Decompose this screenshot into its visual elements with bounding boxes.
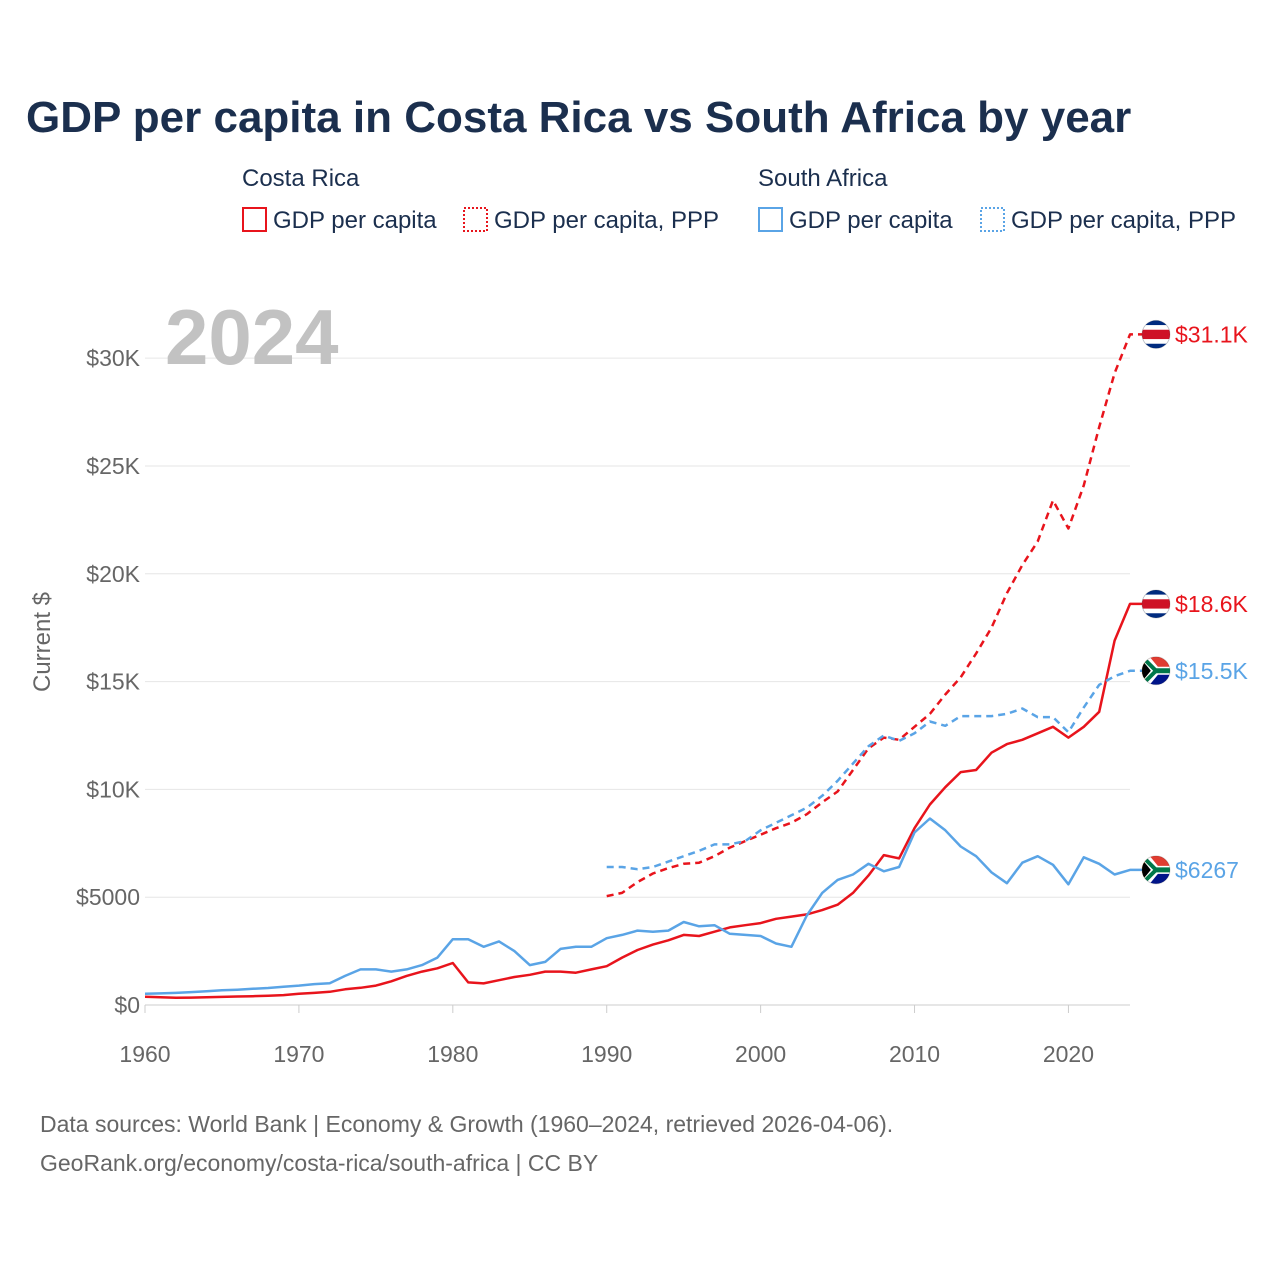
y-axis-label: Current $ [29,592,56,692]
end-label-3: $15.5K [1175,658,1249,684]
legend-item-sa-gdp[interactable]: GDP per capita [789,207,953,234]
series-line-2 [144,817,1142,996]
x-tick-label: 1970 [273,1041,324,1067]
south-africa-flag-icon [1141,656,1171,686]
chart-title: GDP per capita in Costa Rica vs South Af… [26,93,1131,142]
x-tick-label: 2010 [889,1041,940,1067]
end-label-0: $18.6K [1175,591,1249,617]
series-line-1 [606,333,1142,898]
y-tick-label: $25K [86,453,140,479]
legend-swatch-sa-gdp [758,207,783,232]
grid [145,357,1130,898]
x-tick-label: 1960 [119,1041,170,1067]
x-tick-label: 2000 [735,1041,786,1067]
y-tick-label: $0 [114,992,140,1018]
costa-rica-flag-icon [1141,319,1171,349]
series-line-0 [144,602,1142,999]
legend-item-cr-gdp[interactable]: GDP per capita [273,207,437,234]
x-tick-label: 1990 [581,1041,632,1067]
x-tick-label: 1980 [427,1041,478,1067]
legend-swatch-cr-ppp [463,207,488,232]
year-label: 2024 [165,293,339,381]
legend-swatch-sa-ppp [980,207,1005,232]
axes: $0 $5000 $10K $15K $20K $25K $30K 1960 1970 1980 1… [76,345,1130,1067]
y-tick-label: $10K [86,776,140,802]
source-line-2: GeoRank.org/economy/costa-rica/south-afr… [40,1150,598,1176]
y-tick-label: $15K [86,669,140,695]
end-label-1: $31.1K [1175,321,1249,347]
end-markers: $18.6K $31.1K $6267 $15.5K [1141,319,1249,885]
source-line-1: Data sources: World Bank | Economy & Gro… [40,1111,893,1137]
legend-group-south-africa: South Africa [758,165,888,192]
x-tick-label: 2020 [1043,1041,1094,1067]
south-africa-flag-icon [1141,855,1171,885]
series-line-3 [606,669,1142,871]
series [144,333,1142,999]
y-tick-label: $30K [86,345,140,371]
y-tick-label: $5000 [76,884,140,910]
legend-group-costa-rica: Costa Rica [242,165,360,192]
legend-swatch-cr-gdp [242,207,267,232]
end-label-2: $6267 [1175,857,1239,883]
y-tick-label: $20K [86,561,140,587]
legend: Costa Rica GDP per capita GDP per capita… [242,165,1236,234]
legend-item-sa-ppp[interactable]: GDP per capita, PPP [1011,207,1236,234]
costa-rica-flag-icon [1141,589,1171,619]
legend-item-cr-ppp[interactable]: GDP per capita, PPP [494,207,719,234]
